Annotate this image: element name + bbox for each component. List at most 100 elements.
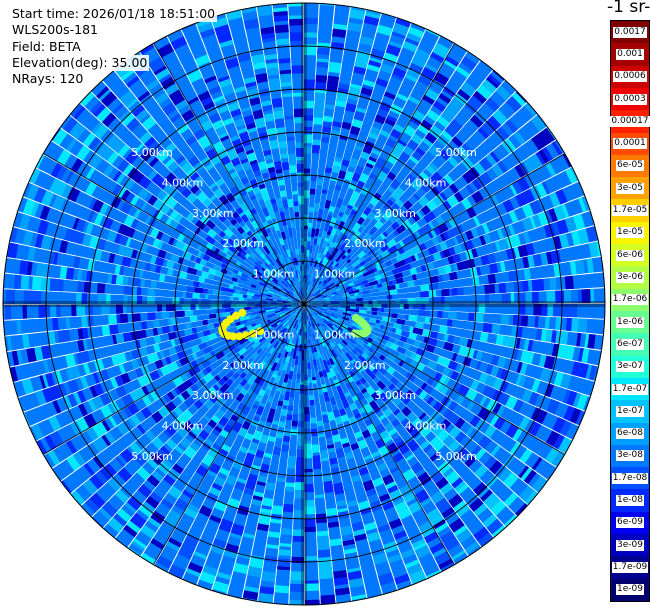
range-gate bbox=[424, 132, 437, 144]
range-gate bbox=[218, 214, 227, 223]
range-gate bbox=[498, 392, 510, 406]
range-gate bbox=[310, 345, 315, 354]
range-gate bbox=[266, 384, 273, 391]
range-gate bbox=[215, 270, 223, 278]
range-gate bbox=[207, 289, 213, 295]
range-gate bbox=[490, 354, 500, 366]
range-gate bbox=[385, 176, 393, 184]
range-gate bbox=[54, 370, 63, 384]
range-gate bbox=[442, 200, 452, 211]
echo-point bbox=[235, 332, 244, 341]
range-gate bbox=[378, 286, 388, 292]
range-gate bbox=[227, 101, 240, 112]
range-gate bbox=[366, 395, 374, 404]
range-gate bbox=[243, 208, 252, 217]
range-gate bbox=[186, 192, 198, 204]
range-gate bbox=[238, 427, 248, 438]
range-gate bbox=[484, 424, 497, 439]
range-gate bbox=[304, 176, 311, 182]
range-gate bbox=[222, 375, 229, 382]
range-gate bbox=[160, 233, 172, 244]
range-gate bbox=[244, 585, 259, 593]
range-gate bbox=[259, 292, 268, 297]
range-gate bbox=[535, 409, 548, 425]
range-gate bbox=[142, 501, 156, 513]
range-gate bbox=[95, 337, 101, 348]
range-gate bbox=[456, 149, 466, 160]
range-gate bbox=[257, 523, 269, 532]
range-gate bbox=[246, 230, 253, 236]
range-gate bbox=[250, 103, 262, 112]
range-gate bbox=[315, 82, 327, 91]
range-gate bbox=[123, 524, 138, 538]
azimuth-spoke bbox=[303, 153, 565, 305]
range-gate bbox=[490, 500, 507, 516]
range-gate bbox=[186, 387, 195, 396]
range-gate bbox=[160, 365, 172, 376]
range-gate bbox=[391, 31, 406, 40]
range-gate bbox=[133, 512, 147, 525]
range-gate bbox=[386, 171, 397, 181]
range-gate bbox=[283, 335, 288, 342]
range-gate bbox=[304, 292, 306, 299]
range-gate bbox=[380, 238, 389, 246]
range-gate bbox=[321, 312, 327, 316]
range-gate bbox=[181, 24, 197, 33]
range-gate bbox=[265, 215, 272, 222]
range-gate bbox=[421, 182, 432, 193]
range-gate bbox=[314, 302, 322, 304]
range-gate bbox=[258, 592, 274, 603]
range-gate bbox=[181, 187, 192, 199]
range-gate bbox=[242, 532, 255, 539]
range-gate bbox=[163, 458, 174, 469]
range-gate bbox=[320, 313, 328, 319]
range-gate bbox=[482, 385, 491, 396]
azimuth-spoke bbox=[303, 303, 455, 565]
range-gate bbox=[282, 435, 291, 443]
range-gate bbox=[202, 288, 208, 294]
range-gate bbox=[168, 537, 182, 548]
range-gate bbox=[245, 278, 254, 285]
range-gate bbox=[282, 361, 289, 371]
range-gate bbox=[168, 564, 186, 579]
range-gate bbox=[82, 327, 89, 339]
range-gate bbox=[290, 429, 298, 436]
range-gate bbox=[363, 454, 373, 461]
range-gate bbox=[331, 291, 337, 295]
range-gate bbox=[460, 85, 473, 97]
range-gate bbox=[379, 129, 391, 138]
range-gate bbox=[423, 444, 433, 453]
range-gate bbox=[289, 285, 295, 292]
range-gate bbox=[185, 135, 197, 146]
range-gate bbox=[88, 197, 97, 210]
range-gate bbox=[347, 567, 361, 573]
range-gate bbox=[308, 222, 313, 228]
range-gate bbox=[234, 85, 246, 94]
range-gate bbox=[374, 161, 384, 170]
range-gate bbox=[119, 313, 129, 324]
range-gate bbox=[372, 246, 378, 252]
range-gate bbox=[391, 190, 402, 201]
range-gate bbox=[197, 90, 211, 102]
range-gate bbox=[240, 276, 247, 282]
range-gate bbox=[250, 50, 264, 57]
range-gate bbox=[387, 265, 393, 272]
range-gate bbox=[371, 311, 378, 316]
range-gate bbox=[326, 346, 331, 351]
range-gate bbox=[294, 343, 298, 351]
range-gate bbox=[362, 297, 369, 301]
range-gate bbox=[284, 115, 294, 120]
range-gate bbox=[308, 305, 317, 310]
range-gate bbox=[217, 495, 230, 505]
range-gate bbox=[176, 383, 188, 394]
range-gate bbox=[406, 68, 421, 79]
range-gate bbox=[324, 237, 329, 242]
range-gate bbox=[254, 240, 261, 247]
range-gate bbox=[415, 297, 421, 304]
range-gate bbox=[304, 480, 314, 485]
ring-label: 4.00km bbox=[405, 176, 447, 189]
range-gate bbox=[270, 261, 275, 266]
range-gate bbox=[527, 255, 535, 268]
range-gate bbox=[432, 547, 447, 558]
range-gate bbox=[403, 492, 416, 504]
